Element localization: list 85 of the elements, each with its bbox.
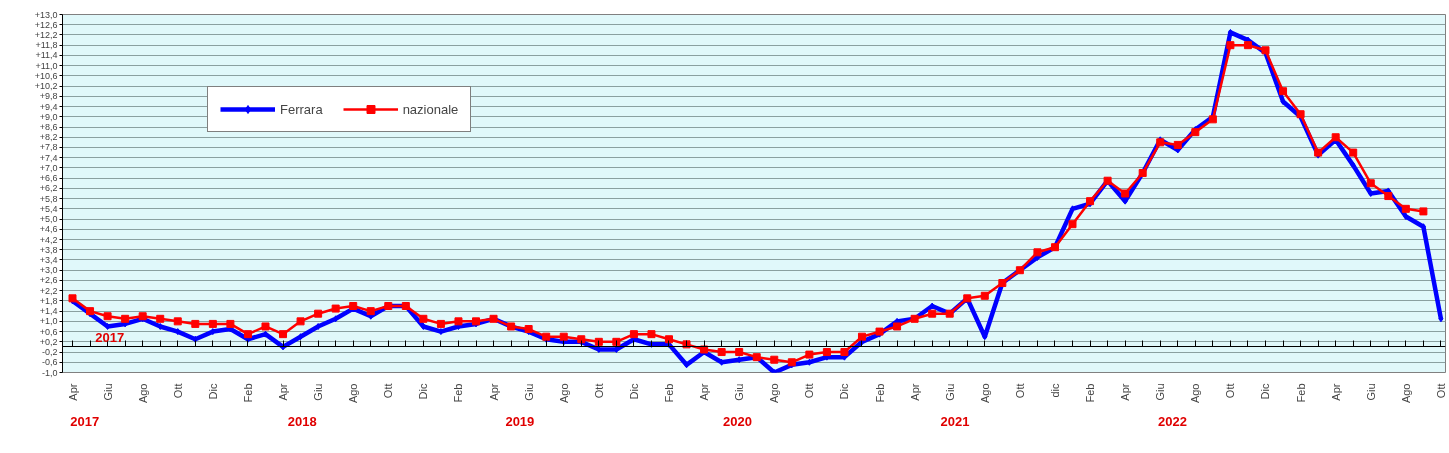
x-tick-label: Ago xyxy=(557,383,570,404)
y-tick-label: -1,0 xyxy=(41,367,58,378)
x-tick-label: Apr xyxy=(487,383,500,401)
y-tick-label: +4,6 xyxy=(39,224,58,235)
x-tick-label: Ott xyxy=(592,383,605,399)
x-tick-label: Dic xyxy=(627,383,640,400)
y-tick-label: +0,2 xyxy=(39,336,58,347)
x-tick-label: Dic xyxy=(1259,383,1272,400)
x-tick-label: Apr xyxy=(698,383,711,401)
text: 2022 xyxy=(1158,413,1187,429)
y-tick-label: +12,2 xyxy=(34,29,58,40)
x-tick-label: Ago xyxy=(978,383,991,404)
y-tick-label: +10,6 xyxy=(34,70,58,81)
y-tick-label: -0,2 xyxy=(41,347,58,358)
x-tick-label: Ott xyxy=(1013,383,1026,399)
y-tick-label: +11,8 xyxy=(35,40,58,51)
y-tick-label: +2,2 xyxy=(39,285,58,296)
text: 2021 xyxy=(940,413,970,429)
y-tick-label: -0,6 xyxy=(41,357,58,368)
x-tick-label: Feb xyxy=(1084,383,1097,403)
x-tick-label: Apr xyxy=(66,383,79,401)
x-tick-label: Dic xyxy=(206,383,219,400)
y-tick-label: +3,4 xyxy=(39,254,58,265)
y-tick-label: +3,8 xyxy=(39,244,58,255)
x-tick-label: Apr xyxy=(1119,383,1132,401)
y-tick-label: +9,0 xyxy=(39,111,58,122)
x-tick-label: Ott xyxy=(1434,383,1447,399)
x-tick-label: Giu xyxy=(733,383,746,401)
y-tick-label: +4,2 xyxy=(39,234,58,245)
x-tick-label: Giu xyxy=(522,383,535,401)
y-tick-label: +8,6 xyxy=(39,122,58,133)
y-tick-label: +7,8 xyxy=(39,142,58,153)
x-tick-label: Giu xyxy=(1364,383,1377,401)
x-tick-label: Apr xyxy=(277,383,290,401)
x-tick-label: dic xyxy=(1048,383,1061,398)
y-tick-label: +7,4 xyxy=(39,152,58,163)
y-tick-label: +7,0 xyxy=(39,162,58,173)
x-tick-label: Ott xyxy=(382,383,395,399)
y-tick-label: +12,6 xyxy=(34,19,58,30)
x-tick-label: Feb xyxy=(663,383,675,403)
y-tick-label: +10,2 xyxy=(34,81,58,92)
x-tick-label: Dic xyxy=(417,383,430,400)
text: 2017 xyxy=(70,413,100,429)
x-tick-label: Feb xyxy=(452,383,465,403)
y-tick-label: +11,0 xyxy=(35,60,58,71)
x-tick-label: Ago xyxy=(347,383,360,404)
x-tick-label: Ago xyxy=(136,383,149,404)
x-tick-label: Apr xyxy=(1329,383,1342,401)
y-tick-label: +1,4 xyxy=(39,306,58,317)
text: 2018 xyxy=(287,413,317,429)
x-tick-label: Ago xyxy=(1189,383,1202,404)
legend-label: Ferrara xyxy=(280,101,323,117)
x-tick-label: Ott xyxy=(1224,383,1237,399)
annotation: 2017 xyxy=(95,330,125,346)
y-tick-label: +6,2 xyxy=(39,183,58,194)
y-tick-label: +6,6 xyxy=(39,173,58,184)
text: 2019 xyxy=(505,413,535,429)
x-tick-label: Feb xyxy=(241,383,254,403)
x-tick-label: Ott xyxy=(171,383,184,399)
y-tick-label: +1,8 xyxy=(39,295,58,306)
y-tick-label: +5,4 xyxy=(39,203,58,214)
y-tick-label: +13,0 xyxy=(34,9,58,20)
y-tick-label: +5,8 xyxy=(39,193,58,204)
y-tick-label: +9,8 xyxy=(39,91,58,102)
x-tick-label: Apr xyxy=(908,383,921,401)
x-tick-label: Giu xyxy=(1154,383,1167,401)
y-tick-label: +11,4 xyxy=(35,50,58,61)
x-tick-label: Feb xyxy=(873,383,886,403)
x-tick-label: Ago xyxy=(1399,383,1412,404)
y-tick-label: +8,2 xyxy=(39,132,58,143)
x-tick-label: Feb xyxy=(1294,383,1307,403)
x-tick-label: Giu xyxy=(943,383,956,401)
y-tick-label: +5,0 xyxy=(39,214,58,225)
legend-label: nazionale xyxy=(402,101,459,117)
x-tick-label: Giu xyxy=(101,383,114,401)
y-tick-label: +2,6 xyxy=(39,275,58,286)
x-tick-label: Ott xyxy=(803,383,816,399)
y-tick-label: +9,4 xyxy=(39,101,58,112)
x-tick-label: Giu xyxy=(312,383,325,401)
y-tick-label: +0,6 xyxy=(39,326,58,337)
x-tick-label: Dic xyxy=(838,383,851,400)
x-tick-label: Ago xyxy=(768,383,781,404)
y-tick-label: +1,0 xyxy=(39,316,58,327)
y-tick-label: +3,0 xyxy=(39,265,58,276)
text: 2020 xyxy=(722,413,752,429)
